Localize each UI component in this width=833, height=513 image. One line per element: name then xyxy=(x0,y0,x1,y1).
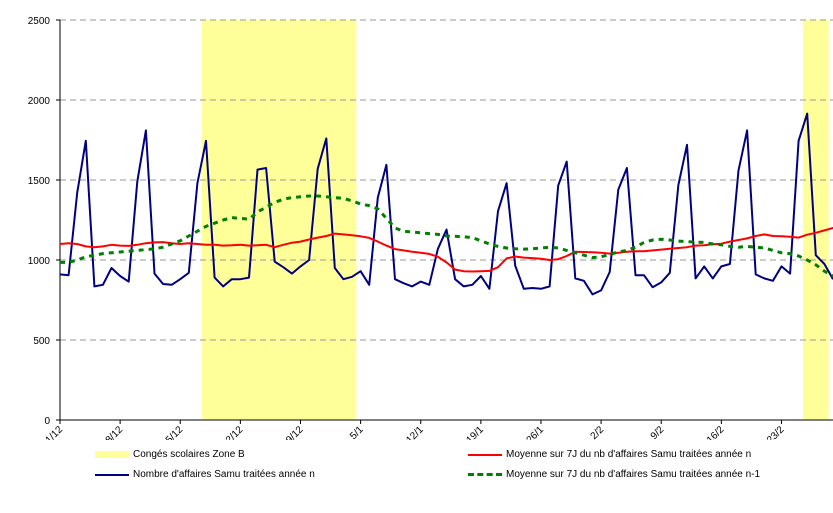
x-tick-label-15-12: 15/12 xyxy=(160,424,186,440)
x-tick-label-29-12: 29/12 xyxy=(280,424,306,440)
y-tick-label-500: 500 xyxy=(33,336,50,347)
x-tick-label-23-2: 23/2 xyxy=(765,424,787,440)
series-avg-n1-line xyxy=(60,194,833,278)
y-tick-labels: 0 500 1000 1500 2000 2500 xyxy=(28,16,51,427)
y-tick-label-2000: 2000 xyxy=(28,96,51,107)
x-tick-labels: 1/12 8/12 15/12 22/12 29/12 5/1 12/1 19/1 26/1 2/… xyxy=(44,424,787,440)
legend-item-avg-n1: Moyenne sur 7J du nb d'affaires Samu tra… xyxy=(468,469,760,480)
y-tick-label-0: 0 xyxy=(44,416,50,427)
y-tick-label-1500: 1500 xyxy=(28,176,51,187)
legend-label-holidays: Congés scolaires Zone B xyxy=(133,449,245,460)
axes xyxy=(56,19,833,424)
legend-swatch-daily xyxy=(95,473,129,476)
legend-swatch-avg-n1 xyxy=(468,473,502,476)
legend: Congés scolaires Zone B Nombre d'affaire… xyxy=(0,440,833,513)
legend-item-daily: Nombre d'affaires Samu traitées année n xyxy=(95,469,315,480)
x-tick-label-8-12: 8/12 xyxy=(104,424,126,440)
x-tick-label-12-1: 12/1 xyxy=(404,424,426,440)
y-tick-label-2500: 2500 xyxy=(28,16,51,27)
y-tick-label-1000: 1000 xyxy=(28,256,51,267)
holiday-band-1 xyxy=(802,20,829,420)
legend-item-avg-n: Moyenne sur 7J du nb d'affaires Samu tra… xyxy=(468,449,751,460)
x-tick-label-26-1: 26/1 xyxy=(525,424,547,440)
x-tick-label-9-2: 9/2 xyxy=(649,424,667,440)
legend-swatch-holidays xyxy=(95,451,129,458)
x-tick-label-2-2: 2/2 xyxy=(589,424,607,440)
legend-label-avg-n: Moyenne sur 7J du nb d'affaires Samu tra… xyxy=(506,449,752,460)
x-tick-label-16-2: 16/2 xyxy=(705,424,727,440)
legend-item-holidays: Congés scolaires Zone B xyxy=(95,449,245,460)
gridlines xyxy=(60,19,833,341)
x-tick-label-22-12: 22/12 xyxy=(220,424,246,440)
series-lines xyxy=(59,112,833,296)
x-tick-label-19-1: 19/1 xyxy=(464,424,486,440)
legend-label-daily: Nombre d'affaires Samu traitées année n xyxy=(133,469,315,480)
series-daily-line xyxy=(59,112,833,296)
legend-swatch-avg-n xyxy=(468,453,502,456)
legend-label-avg-n1: Moyenne sur 7J du nb d'affaires Samu tra… xyxy=(506,469,761,480)
x-tick-label-5-1: 5/1 xyxy=(348,424,366,440)
